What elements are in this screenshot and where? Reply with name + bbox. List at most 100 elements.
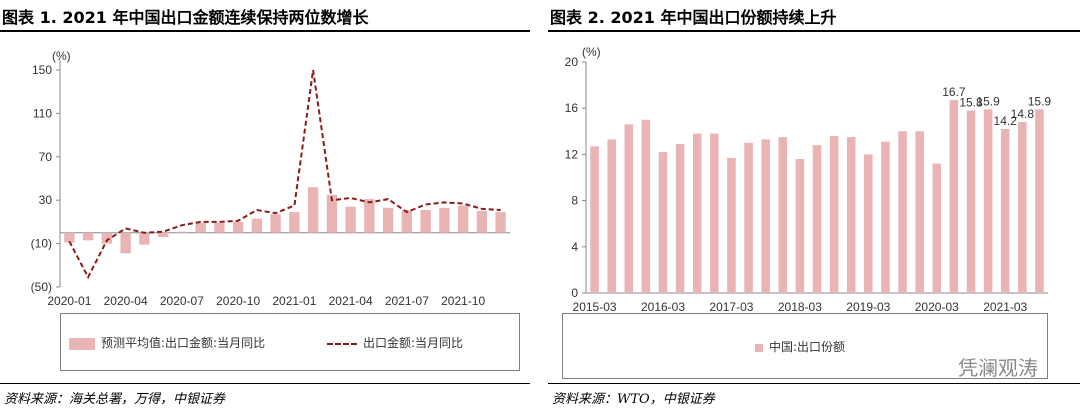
left-source-rule: [0, 383, 530, 384]
bar: [692, 133, 702, 293]
data-label: 14.8: [1011, 107, 1035, 121]
bar: [641, 119, 651, 293]
data-label: 14.2: [994, 114, 1018, 128]
bar: [590, 146, 599, 293]
bar: [307, 187, 319, 233]
legend-share-swatch: [755, 343, 763, 352]
bar: [476, 211, 488, 233]
legend-bar-item: 预测平均值:出口金额:当月同比: [69, 334, 265, 351]
bar: [420, 209, 431, 233]
y-tick-label: 16: [565, 101, 579, 115]
data-label: 15.9: [976, 94, 1000, 108]
bar: [864, 154, 873, 293]
y-tick-label: 0: [571, 286, 578, 300]
bar: [157, 232, 169, 238]
bar: [744, 142, 753, 293]
bar: [1018, 122, 1027, 293]
bar: [289, 212, 300, 233]
bar: [251, 218, 263, 233]
legend-line-item: 出口金额:当月同比: [327, 334, 463, 351]
bar: [983, 109, 993, 293]
legend-bar-swatch: [69, 337, 95, 350]
bar: [439, 207, 450, 233]
bar: [727, 157, 736, 293]
bar: [915, 131, 924, 293]
x-tick-label: 2021-03: [983, 300, 1027, 314]
bar: [607, 139, 616, 293]
x-tick-label: 2016-03: [641, 300, 685, 314]
legend-share-label: 中国:出口份额: [769, 340, 846, 354]
data-label: 16.7: [942, 85, 966, 99]
data-label: 15.8: [959, 96, 983, 110]
bar: [761, 139, 770, 293]
bar: [232, 221, 244, 233]
line-series: [68, 69, 501, 280]
y-unit-label: (%): [582, 45, 601, 59]
right-chart: (%)04812162016.715.815.914.214.815.92015…: [565, 45, 1052, 314]
bar: [898, 131, 907, 293]
y-tick-label: 150: [32, 63, 52, 77]
left-legend: 预测平均值:出口金额:当月同比 出口金额:当月同比: [60, 313, 520, 371]
bar: [495, 212, 506, 233]
bar: [778, 137, 788, 293]
x-tick-label: 2019-03: [846, 300, 890, 314]
bar: [846, 137, 856, 293]
bar: [932, 163, 942, 293]
bar: [64, 232, 75, 243]
y-tick-label: 20: [565, 55, 579, 69]
y-unit-label: (%): [52, 49, 71, 63]
bar: [949, 100, 959, 294]
bar: [710, 133, 719, 293]
y-tick-label: 12: [565, 147, 579, 161]
bar: [1035, 109, 1044, 293]
bar: [829, 135, 839, 293]
left-title-rule: [0, 30, 530, 32]
x-tick-label: 2021-04: [329, 294, 373, 308]
right-source: 资料来源：WTO，中银证券: [552, 392, 715, 407]
left-chart: (%) (50) (10) 30 70 110 150 2020-01 2020-04 2020-…: [31, 49, 510, 308]
legend-line-label: 出口金额:当月同比: [363, 336, 464, 350]
right-title-rule: [548, 30, 1080, 32]
bar: [101, 232, 113, 244]
y-tick-label: (50): [31, 280, 52, 294]
x-tick-label: 2021-10: [441, 294, 485, 308]
right-source-rule: [548, 383, 1080, 384]
x-tick-label: 2020-04: [104, 294, 148, 308]
bar: [176, 231, 188, 233]
right-chart-title: 图表 2. 2021 年中国出口份额持续上升: [550, 8, 837, 27]
bar: [401, 209, 413, 233]
x-tick-label: 2021-07: [385, 294, 429, 308]
bar: [624, 124, 634, 294]
bar: [658, 152, 668, 293]
x-tick-label: 2018-03: [778, 300, 822, 314]
x-tick-label: 2021-01: [272, 294, 316, 308]
right-legend: 中国:出口份额: [562, 313, 1048, 379]
x-tick-label: 2020-10: [216, 294, 260, 308]
watermark: 凭澜观涛: [958, 356, 1038, 380]
data-label: 15.9: [1028, 94, 1052, 108]
bar: [382, 207, 394, 233]
bar: [812, 145, 822, 293]
bar: [270, 214, 281, 233]
y-tick-label: 110: [33, 106, 52, 120]
bar: [139, 232, 150, 245]
bar: [364, 199, 375, 233]
bar: [675, 144, 685, 293]
bar: [1000, 128, 1010, 293]
bar: [195, 222, 206, 233]
bar: [345, 206, 356, 233]
y-tick-label: 8: [571, 194, 578, 208]
bar: [214, 222, 225, 233]
bar: [326, 194, 338, 233]
left-source: 资料来源：海关总署，万得，中银证券: [4, 392, 226, 407]
y-tick-label: 4: [571, 240, 578, 254]
bar: [120, 232, 131, 254]
legend-bar-label: 预测平均值:出口金额:当月同比: [101, 336, 266, 350]
x-tick-label: 2015-03: [573, 300, 617, 314]
legend-share-item: 中国:出口份额: [755, 338, 845, 355]
bar: [457, 205, 469, 233]
bar: [82, 232, 94, 241]
bar: [966, 110, 976, 293]
left-chart-title: 图表 1. 2021 年中国出口金额连续保持两位数增长: [2, 8, 369, 27]
bar: [795, 159, 805, 293]
